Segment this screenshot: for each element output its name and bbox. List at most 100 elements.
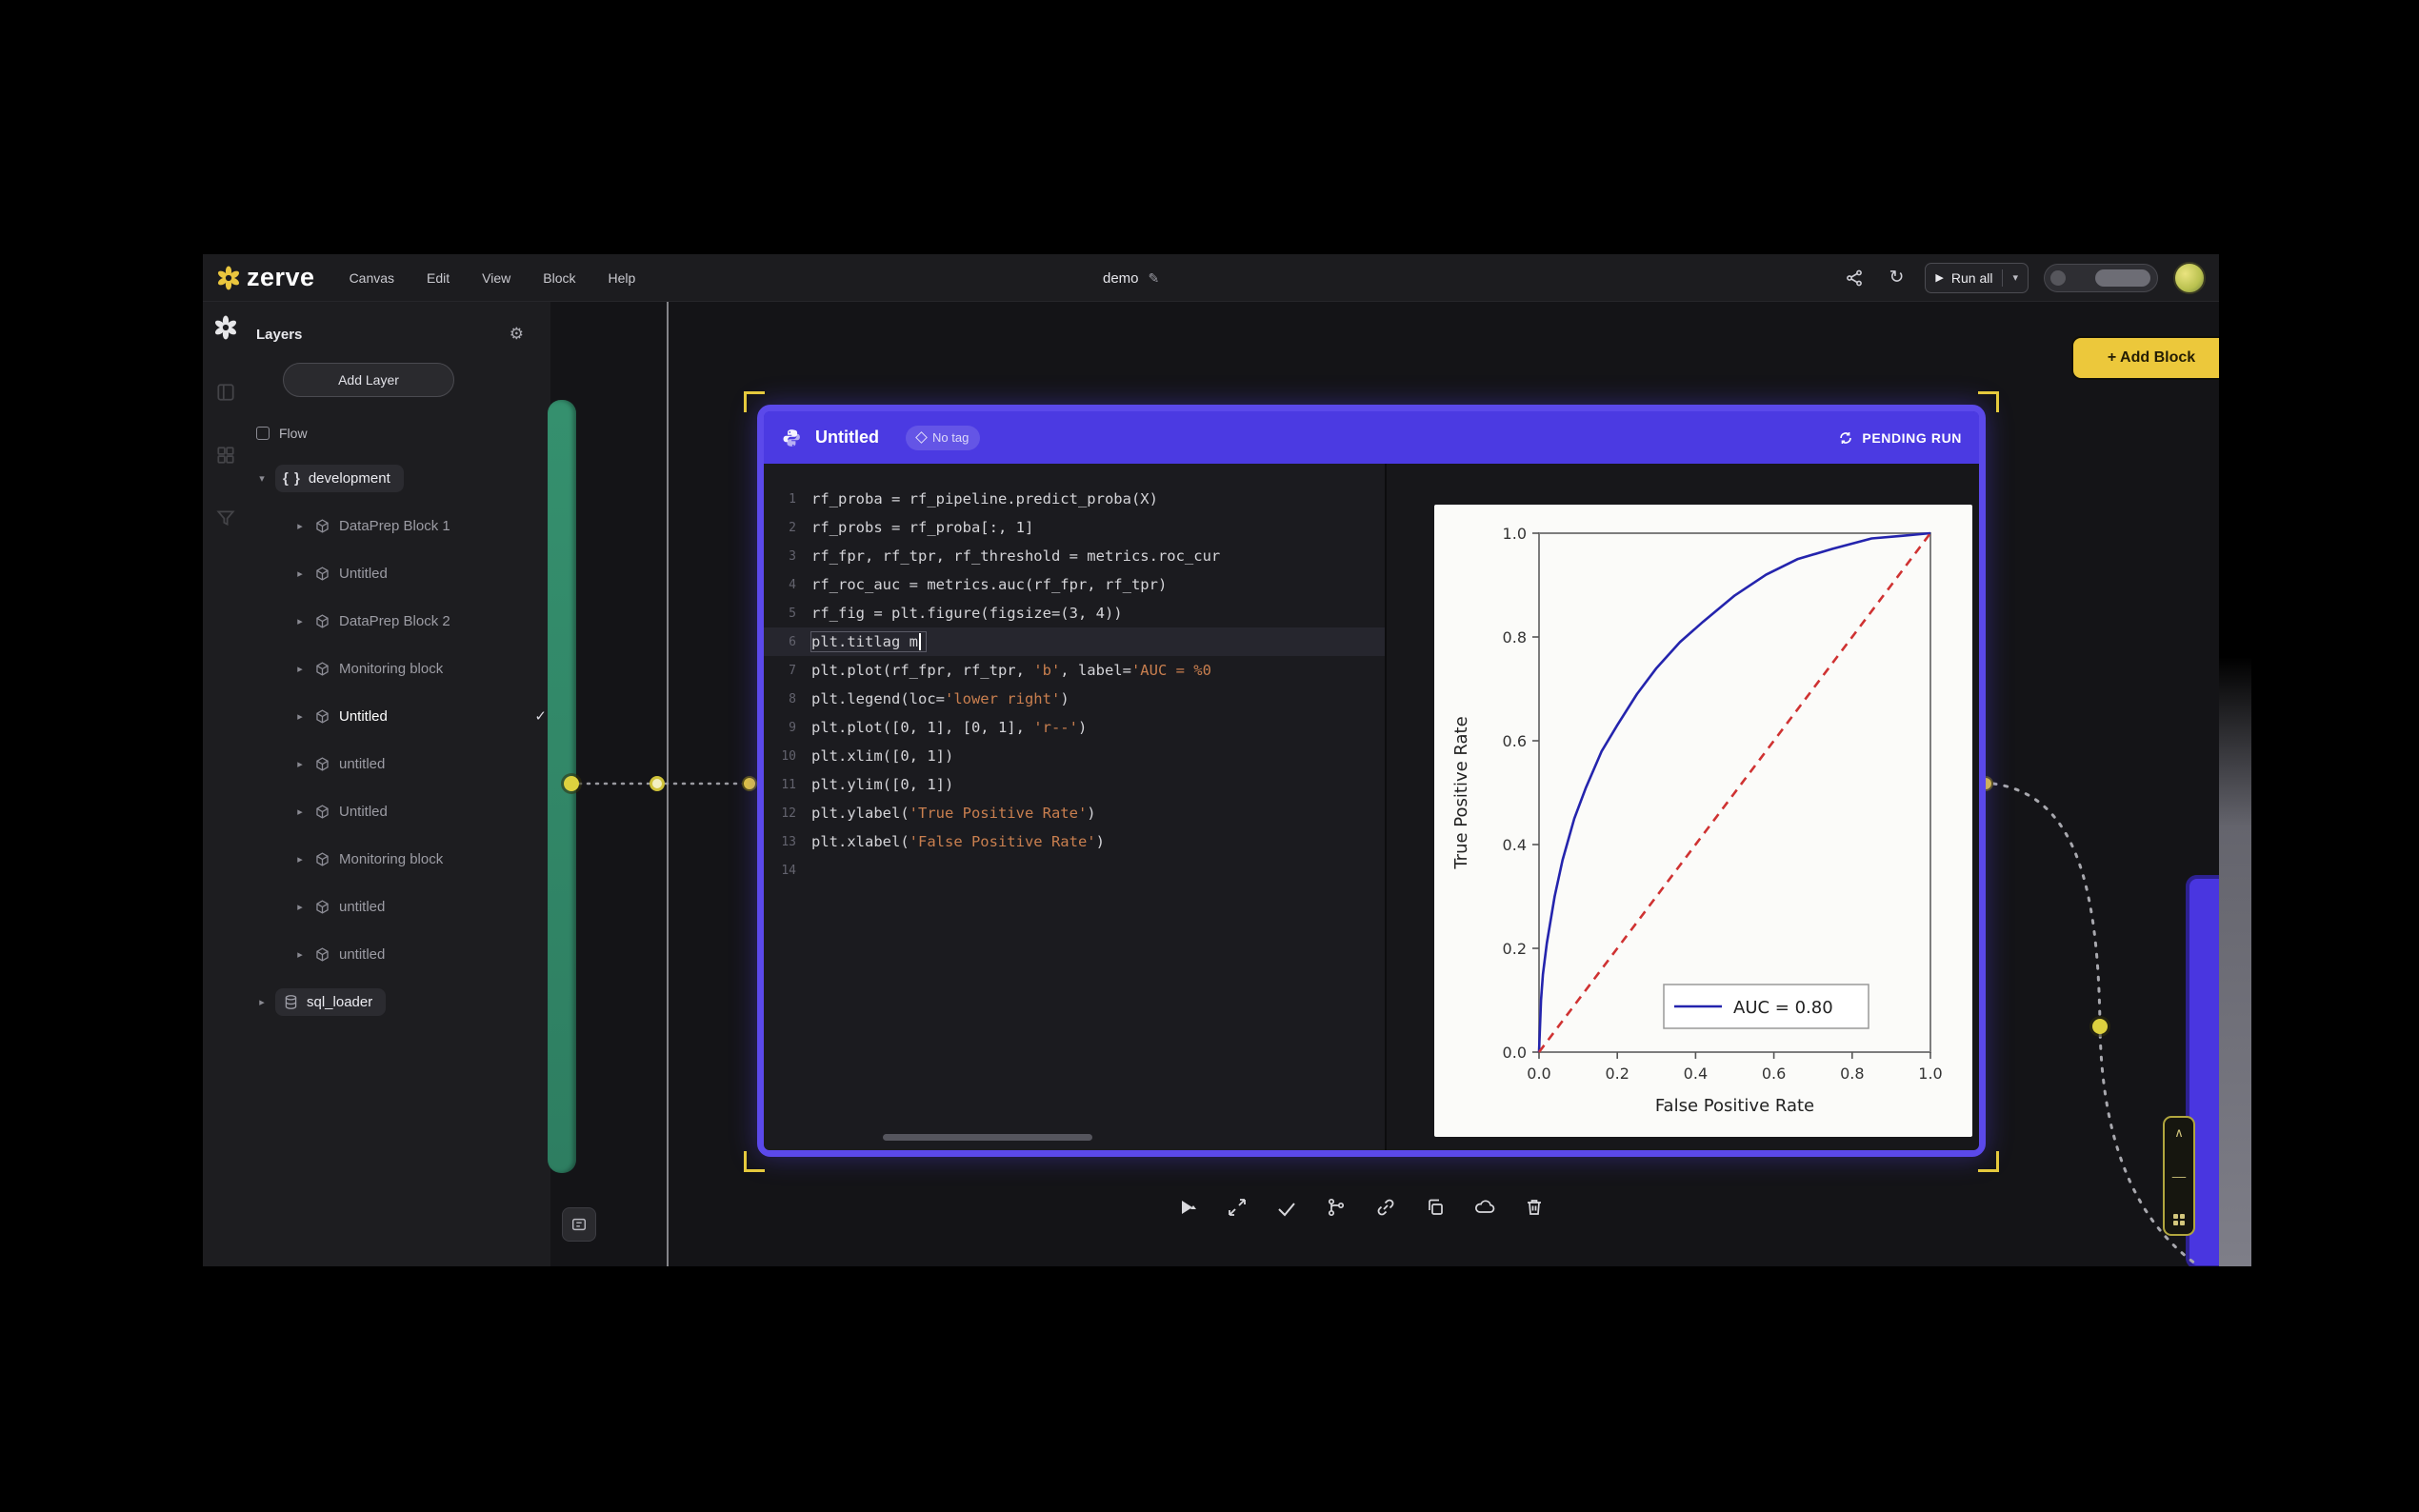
history-icon[interactable]: ↻ bbox=[1889, 268, 1905, 288]
x-tick-label: 0.4 bbox=[1684, 1064, 1708, 1083]
tree-caret-icon[interactable]: ▸ bbox=[297, 853, 303, 865]
zerve-logo[interactable]: zerve bbox=[216, 263, 315, 292]
link-icon[interactable] bbox=[1371, 1193, 1400, 1222]
tree-caret-icon[interactable]: ▾ bbox=[259, 472, 265, 485]
duplicate-icon[interactable] bbox=[1421, 1193, 1449, 1222]
layers-settings-gear-icon[interactable]: ⚙ bbox=[509, 325, 524, 343]
editor-horizontal-scrollbar[interactable] bbox=[883, 1134, 1092, 1141]
line-number: 14 bbox=[781, 863, 796, 878]
selection-handle-top-left[interactable] bbox=[744, 391, 765, 412]
share-icon[interactable] bbox=[1841, 265, 1868, 291]
run-all-button[interactable]: ▶ Run all ▾ bbox=[1925, 262, 2029, 293]
code-text: rf_fig = plt.figure(figsize=(3, 4)) bbox=[811, 605, 1123, 622]
menu-canvas[interactable]: Canvas bbox=[349, 269, 395, 286]
tree-caret-icon[interactable]: ▸ bbox=[297, 710, 303, 723]
layer-item-untitled[interactable]: ▸ Untitled ✓ bbox=[256, 692, 550, 740]
grid-view-icon[interactable] bbox=[2173, 1214, 2185, 1225]
edit-title-icon[interactable]: ✎ bbox=[1148, 269, 1160, 286]
layer-item-dataprep-block-1[interactable]: ▸ DataPrep Block 1 bbox=[256, 502, 550, 549]
add-block-button[interactable]: + Add Block bbox=[2071, 336, 2219, 380]
code-line-5[interactable]: 5 rf_fig = plt.figure(figsize=(3, 4)) bbox=[764, 599, 1385, 627]
layer-group-sql_loader[interactable]: ▸ sql_loader bbox=[256, 978, 550, 1025]
menu-edit[interactable]: Edit bbox=[427, 269, 450, 286]
zerve-rail-flower-icon[interactable] bbox=[213, 315, 238, 340]
connector-dot-output[interactable] bbox=[564, 776, 579, 791]
code-line-4[interactable]: 4 rf_roc_auc = metrics.auc(rf_fpr, rf_tpr… bbox=[764, 570, 1385, 599]
line-number: 13 bbox=[781, 834, 796, 849]
block-input-port[interactable] bbox=[742, 776, 757, 791]
add-layer-button[interactable]: Add Layer bbox=[283, 363, 454, 397]
layer-item-monitoring-block[interactable]: ▸ Monitoring block bbox=[256, 645, 550, 692]
delete-icon[interactable] bbox=[1520, 1193, 1549, 1222]
code-text: plt.ylim([0, 1]) bbox=[811, 776, 954, 793]
code-line-6[interactable]: 6 plt.titlag m bbox=[764, 627, 1385, 656]
code-block[interactable]: Untitled No tag PENDING RUN 1 rf_proba = … bbox=[757, 405, 1986, 1157]
scroll-up-icon[interactable]: ∧ bbox=[2174, 1125, 2184, 1140]
layer-item-untitled[interactable]: ▸ untitled bbox=[256, 883, 550, 930]
code-line-13[interactable]: 13 plt.xlabel('False Positive Rate') bbox=[764, 827, 1385, 856]
code-line-2[interactable]: 2 rf_probs = rf_proba[:, 1] bbox=[764, 513, 1385, 542]
selection-handle-top-right[interactable] bbox=[1978, 391, 1999, 412]
layer-item-untitled[interactable]: ▸ Untitled bbox=[256, 549, 550, 597]
run-options-caret-icon[interactable]: ▾ bbox=[2012, 272, 2018, 284]
branch-icon[interactable] bbox=[1322, 1193, 1350, 1222]
layer-item-label: DataPrep Block 1 bbox=[339, 517, 450, 534]
layer-item-untitled[interactable]: ▸ Untitled bbox=[256, 787, 550, 835]
block-title[interactable]: Untitled bbox=[815, 428, 879, 447]
tree-caret-icon[interactable]: ▸ bbox=[297, 758, 303, 770]
code-text: rf_fpr, rf_tpr, rf_threshold = metrics.r… bbox=[811, 547, 1221, 565]
connector-dot-waypoint[interactable] bbox=[650, 776, 665, 791]
code-line-11[interactable]: 11 plt.ylim([0, 1]) bbox=[764, 770, 1385, 799]
view-mode-toggle[interactable] bbox=[2044, 263, 2158, 292]
run-icon[interactable] bbox=[1173, 1193, 1202, 1222]
block-tag-chip[interactable]: No tag bbox=[906, 425, 981, 450]
tree-caret-icon[interactable]: ▸ bbox=[297, 615, 303, 627]
tree-caret-icon[interactable]: ▸ bbox=[297, 520, 303, 532]
code-line-10[interactable]: 10 plt.xlim([0, 1]) bbox=[764, 742, 1385, 770]
block-header[interactable]: Untitled No tag PENDING RUN bbox=[764, 411, 1979, 464]
tree-caret-icon[interactable]: ▸ bbox=[297, 948, 303, 961]
code-line-3[interactable]: 3 rf_fpr, rf_tpr, rf_threshold = metrics.… bbox=[764, 542, 1385, 570]
filter-icon[interactable] bbox=[215, 507, 236, 528]
tree-caret-icon[interactable]: ▸ bbox=[297, 901, 303, 913]
panels-icon[interactable] bbox=[215, 382, 236, 403]
layer-item-dataprep-block-2[interactable]: ▸ DataPrep Block 2 bbox=[256, 597, 550, 645]
expand-icon[interactable] bbox=[1223, 1193, 1251, 1222]
canvas-guide-line bbox=[667, 302, 669, 1266]
tree-caret-icon[interactable]: ▸ bbox=[297, 663, 303, 675]
code-line-12[interactable]: 12 plt.ylabel('True Positive Rate') bbox=[764, 799, 1385, 827]
selection-handle-bottom-left[interactable] bbox=[744, 1151, 765, 1172]
menu-help[interactable]: Help bbox=[608, 269, 636, 286]
select-icon[interactable] bbox=[1272, 1193, 1301, 1222]
user-avatar[interactable] bbox=[2173, 261, 2206, 294]
menu-view[interactable]: View bbox=[482, 269, 511, 286]
layer-tree: ▾ { } development ▸ DataPrep Block 1 ▸ Untitle… bbox=[256, 454, 550, 1025]
menu-block[interactable]: Block bbox=[543, 269, 576, 286]
connector-dot-right[interactable] bbox=[2092, 1019, 2108, 1034]
screen-edge-fade bbox=[2219, 657, 2251, 1266]
pane-divider[interactable] bbox=[1385, 464, 1387, 1150]
line-number: 2 bbox=[789, 520, 796, 535]
selection-handle-bottom-right[interactable] bbox=[1978, 1151, 1999, 1172]
code-line-9[interactable]: 9 plt.plot([0, 1], [0, 1], 'r--') bbox=[764, 713, 1385, 742]
code-line-7[interactable]: 7 plt.plot(rf_fpr, rf_tpr, 'b', label='AU… bbox=[764, 656, 1385, 685]
blocks-icon[interactable] bbox=[215, 445, 236, 466]
layer-item-untitled[interactable]: ▸ untitled bbox=[256, 930, 550, 978]
code-editor[interactable]: 1 rf_proba = rf_pipeline.predict_proba(X)… bbox=[764, 464, 1385, 1150]
tree-caret-icon[interactable]: ▸ bbox=[259, 996, 265, 1008]
zerve-flower-icon bbox=[217, 266, 240, 289]
document-title[interactable]: demo ✎ bbox=[1103, 254, 1159, 302]
tree-caret-icon[interactable]: ▸ bbox=[297, 806, 303, 818]
sidebar-collapse-button[interactable] bbox=[562, 1207, 596, 1242]
layer-item-untitled[interactable]: ▸ untitled bbox=[256, 740, 550, 787]
cloud-icon[interactable] bbox=[1470, 1193, 1499, 1222]
code-line-8[interactable]: 8 plt.legend(loc='lower right') bbox=[764, 685, 1385, 713]
flow-section-header[interactable]: Flow bbox=[256, 426, 550, 441]
code-line-1[interactable]: 1 rf_proba = rf_pipeline.predict_proba(X) bbox=[764, 485, 1385, 513]
layer-group-development[interactable]: ▾ { } development bbox=[256, 454, 550, 502]
code-line-14[interactable]: 14 bbox=[764, 856, 1385, 885]
y-tick-label: 0.0 bbox=[1503, 1044, 1527, 1062]
layer-item-monitoring-block[interactable]: ▸ Monitoring block bbox=[256, 835, 550, 883]
layer-item-label: Untitled bbox=[339, 565, 388, 582]
tree-caret-icon[interactable]: ▸ bbox=[297, 567, 303, 580]
